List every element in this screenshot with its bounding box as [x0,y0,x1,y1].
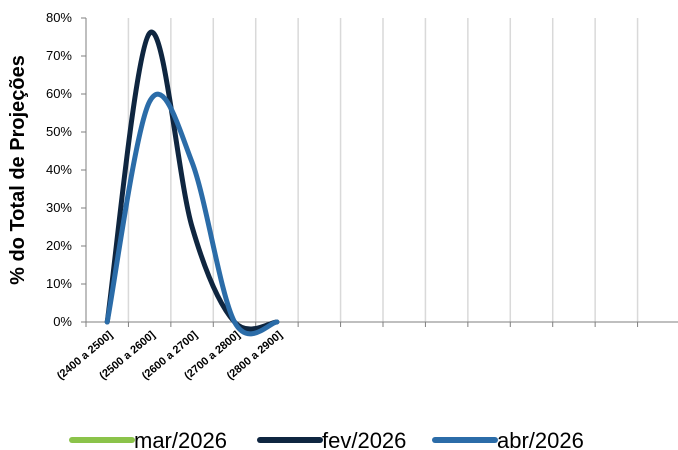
y-tick-label: 70% [46,48,72,63]
axes [81,17,678,327]
y-tick-label: 10% [46,276,72,291]
legend-label: abr/2026 [497,428,584,450]
y-tick-label: 0% [53,314,72,329]
y-axis-label: % do Total de Projeções [7,55,29,285]
y-tick-label: 80% [46,10,72,25]
y-tick-label: 30% [46,200,72,215]
y-tick-label: 50% [46,124,72,139]
y-tick-label: 40% [46,162,72,177]
legend-label: mar/2026 [134,428,227,450]
legend-label: fev/2026 [322,428,406,450]
series-lines [104,29,280,337]
y-tick-labels: 0% 10% 20% 30% 40% 50% 60% 70% 80% [46,10,72,329]
x-tick-labels: (2400 a 2500](2500 a 2600](2600 a 2700](… [55,329,285,382]
y-tick-label: 20% [46,238,72,253]
y-tick-label: 60% [46,86,72,101]
gridlines [127,18,639,322]
legend: mar/2026 fev/2026 abr/2026 [69,428,584,450]
series-line-abr-2026 [104,91,280,337]
